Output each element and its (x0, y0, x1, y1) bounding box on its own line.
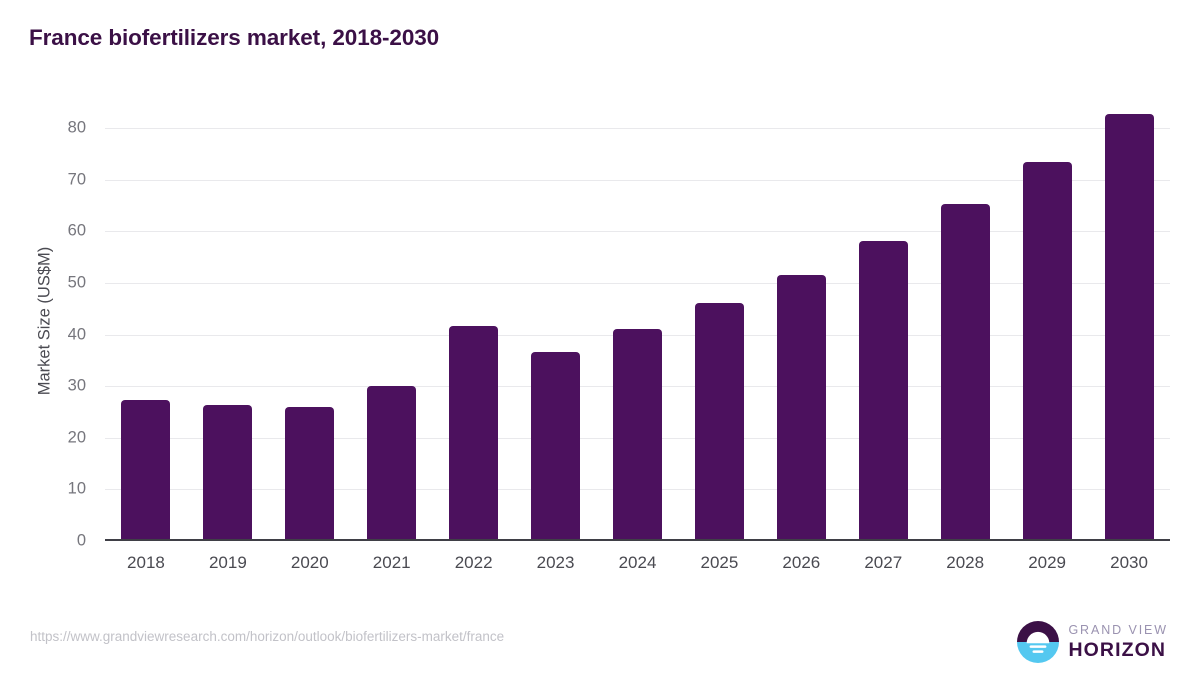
y-axis-tick-label: 60 (67, 221, 86, 240)
bar[interactable] (121, 399, 171, 541)
grand-view-horizon-logo: GRAND VIEW HORIZON (1017, 619, 1168, 665)
x-axis-tick-label: 2020 (290, 553, 329, 572)
y-axis-title: Market Size (US$M) (35, 246, 54, 395)
gridline (105, 179, 1170, 181)
bar[interactable] (367, 385, 417, 541)
gridline (105, 282, 1170, 284)
logo-wordmark: GRAND VIEW HORIZON (1068, 624, 1168, 660)
y-axis-tick-label: 10 (67, 479, 86, 498)
y-axis-tick-label: 80 (67, 118, 86, 137)
bar[interactable] (1022, 161, 1072, 541)
x-axis-tick-label: 2023 (536, 553, 575, 572)
y-axis-tick-label: 70 (67, 170, 86, 189)
bar-series (105, 100, 1170, 541)
x-axis-tick-label: 2030 (1110, 553, 1148, 572)
x-axis-tick-label: 2029 (1028, 553, 1067, 572)
plot-area: Market Size (US$M) 0 10 20 30 40 50 60 70 80 (36, 100, 1170, 550)
logo-grand-view-text: GRAND VIEW (1068, 623, 1168, 637)
logo-horizon-text: HORIZON (1068, 638, 1167, 661)
x-axis-tick-label: 2025 (700, 553, 739, 572)
gridline (105, 128, 1170, 129)
x-axis-line (105, 539, 1170, 541)
bar[interactable] (776, 275, 826, 541)
bar[interactable] (613, 328, 662, 541)
bar[interactable] (694, 303, 744, 541)
x-axis-tick-label: 2028 (946, 553, 985, 572)
bar[interactable] (285, 407, 335, 541)
horizon-logo-icon (1017, 621, 1060, 663)
x-axis-tick-label: 2022 (454, 553, 493, 572)
gridline (105, 231, 1170, 233)
bar[interactable] (449, 326, 499, 541)
bar[interactable] (940, 204, 990, 541)
y-axis-tick-label: 20 (67, 428, 86, 447)
bar[interactable] (531, 352, 581, 541)
page-title: France biofertilizers market, 2018-2030 (29, 25, 440, 50)
x-axis-tick-label: 2018 (127, 553, 165, 572)
y-axis-tick-label: 50 (67, 273, 86, 292)
x-axis-tick-label: 2027 (864, 553, 903, 572)
x-axis-tick-label: 2024 (618, 553, 657, 572)
source-url: https://www.grandviewresearch.com/horizo… (30, 629, 505, 644)
y-axis-tick-label: 0 (76, 531, 86, 550)
x-axis-tick-label: 2021 (372, 553, 411, 572)
bar[interactable] (858, 240, 908, 541)
x-axis-tick-label: 2019 (208, 553, 247, 572)
y-axis-tick-label: 30 (67, 376, 86, 395)
bar[interactable] (1104, 113, 1154, 541)
x-axis-tick-label: 2026 (782, 553, 821, 572)
bar[interactable] (203, 404, 253, 541)
y-axis-tick-label: 40 (67, 325, 86, 343)
